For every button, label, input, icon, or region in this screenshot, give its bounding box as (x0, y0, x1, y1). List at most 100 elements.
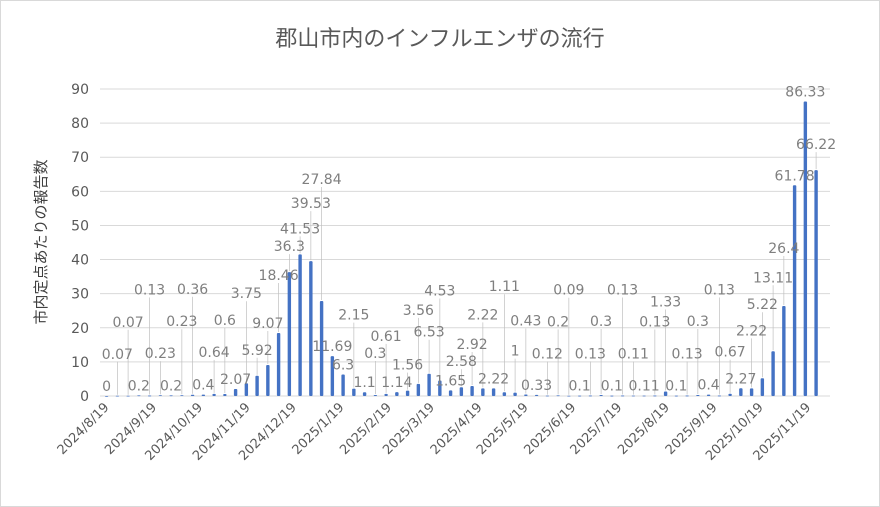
data-label: 0.3 (687, 314, 709, 330)
bar (620, 395, 625, 397)
bar (330, 356, 335, 396)
bar (352, 388, 356, 396)
data-label: 5.92 (242, 343, 273, 359)
data-label: 11.69 (312, 339, 352, 355)
data-label: 0.3 (590, 314, 612, 330)
bar (309, 261, 313, 396)
bar (685, 395, 689, 397)
bar (567, 395, 571, 397)
data-label: 2.58 (446, 354, 477, 370)
data-label: 0.64 (199, 345, 230, 361)
data-label: 36.3 (274, 239, 305, 255)
bar (470, 386, 474, 396)
data-label: 41.53 (280, 221, 320, 237)
bar (545, 395, 550, 397)
bar (782, 305, 786, 396)
data-label: 86.33 (785, 85, 825, 101)
data-label: 1.11 (489, 279, 520, 295)
data-label: 13.11 (753, 270, 793, 286)
bar (126, 395, 130, 397)
bar (502, 392, 507, 396)
bar (395, 392, 399, 396)
data-label: 66.22 (796, 137, 836, 153)
data-label: 2.22 (736, 323, 767, 339)
data-label: 0.13 (672, 347, 703, 363)
bar (384, 393, 388, 396)
bar (255, 375, 259, 396)
data-label: 0.36 (177, 282, 208, 298)
bar (362, 392, 367, 396)
bar (728, 393, 732, 396)
y-tick-label: 70 (71, 150, 89, 166)
bar (158, 395, 163, 397)
data-label: 0.11 (618, 347, 649, 363)
data-label: 0 (102, 379, 111, 395)
data-label: 0.61 (371, 329, 402, 345)
bar (599, 394, 603, 396)
data-label: 0.1 (601, 379, 623, 395)
y-axis-label: 市内定点あたりの報告数 (32, 159, 50, 324)
data-label: 2.22 (467, 307, 498, 323)
bar (556, 395, 560, 397)
bar (438, 380, 442, 396)
bar (524, 394, 528, 396)
bar (276, 333, 281, 396)
bar (266, 365, 270, 396)
data-label: 2.27 (725, 371, 756, 387)
bar (577, 395, 582, 397)
data-label: 0.2 (160, 378, 182, 394)
bar (481, 388, 485, 396)
bar (405, 390, 410, 396)
y-tick-label: 60 (71, 184, 89, 200)
data-labels: 00.070.070.20.130.230.20.230.360.40.640.… (102, 85, 836, 395)
data-label: 0.6 (214, 313, 236, 329)
bar (416, 383, 421, 396)
data-label: 2.92 (457, 337, 488, 353)
bar (459, 387, 464, 396)
bar (448, 390, 453, 396)
bar (771, 351, 775, 396)
bar (513, 392, 517, 396)
y-tick-label: 80 (71, 116, 89, 132)
bar (287, 272, 292, 396)
bar (760, 378, 765, 396)
data-label: 1.33 (650, 294, 681, 310)
bar (663, 391, 668, 396)
data-label: 0.2 (128, 378, 150, 394)
data-label: 18.46 (259, 268, 299, 284)
y-tick-label: 50 (71, 218, 89, 234)
data-label: 1.56 (392, 358, 423, 374)
data-label: 0.1 (568, 379, 590, 395)
bar (803, 101, 808, 397)
data-label: 5.22 (747, 297, 778, 313)
data-label: 4.53 (424, 284, 455, 300)
data-label: 0.07 (102, 347, 133, 363)
data-label: 0.13 (575, 347, 606, 363)
bar (642, 395, 646, 397)
data-label: 0.13 (704, 283, 735, 299)
data-label: 0.12 (532, 347, 563, 363)
bar (749, 388, 754, 396)
data-label: 6.3 (332, 358, 354, 374)
data-label: 0.67 (715, 345, 746, 361)
bar (190, 394, 195, 396)
data-label: 0.09 (553, 283, 584, 299)
data-label: 0.13 (639, 315, 670, 331)
data-label: 0.07 (113, 315, 144, 331)
bar (674, 395, 679, 397)
bar (706, 394, 711, 396)
label-leader-lines (116, 152, 817, 395)
data-label: 2.07 (220, 372, 251, 388)
bar (147, 395, 152, 397)
y-tick-label: 90 (71, 82, 89, 98)
bar (223, 393, 227, 396)
data-label: 0.11 (629, 379, 660, 395)
bar (696, 394, 700, 396)
bar (717, 395, 722, 397)
bar (341, 374, 345, 396)
bar (180, 395, 184, 397)
y-tick-label: 0 (80, 389, 89, 405)
bar (115, 395, 120, 397)
data-label: 0.23 (145, 346, 176, 362)
